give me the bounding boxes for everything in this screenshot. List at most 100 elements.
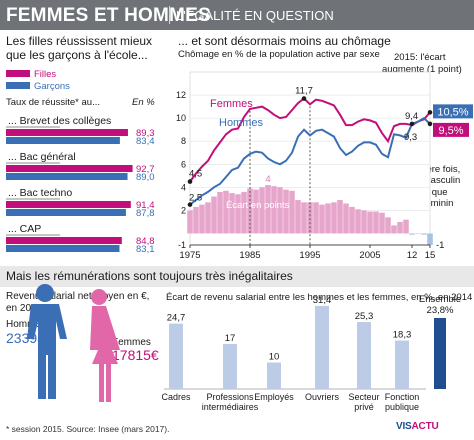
- gap-bar: [409, 233, 415, 235]
- x-tick-label: 1985: [239, 250, 260, 261]
- school-value-filles: 92,7: [136, 164, 155, 175]
- reference-label: Ensemble: [419, 294, 461, 305]
- gap-category-label: Secteur: [348, 392, 379, 402]
- woman-silhouette-icon: [90, 289, 120, 402]
- unemployment-chart: -1 2 4 6 8 10 12 1975 1985 1995 2005 12 15 4,5 2,5 11,7…: [176, 71, 473, 261]
- school-value-garcons: 87,8: [136, 208, 155, 219]
- school-bar-garcons: [6, 173, 128, 180]
- chomage-title: ... et sont désormais moins au chômage: [178, 34, 391, 48]
- school-value-garcons: 83,1: [136, 244, 155, 255]
- title-divider: [169, 6, 170, 24]
- left-title-line1: Les filles réussissent mieux: [6, 34, 153, 48]
- school-bar-filles: [6, 201, 131, 208]
- reference-bar: [434, 318, 446, 389]
- gap-bar: [229, 193, 235, 234]
- gap-bar: [373, 211, 379, 234]
- y-tick-label: 12: [176, 90, 186, 100]
- logo-part-b: ACTU: [411, 421, 439, 432]
- school-value-filles: 89,3: [136, 128, 155, 139]
- gap-value-label: 24,7: [167, 313, 186, 324]
- gap-bar: [271, 186, 277, 234]
- school-value-garcons: 83,4: [136, 136, 155, 147]
- series-start-point: [187, 179, 193, 184]
- gap-bar: [253, 189, 259, 234]
- annotation-label: 4: [265, 174, 270, 185]
- gap-bar: [415, 233, 421, 234]
- school-legend: Filles Garçons: [6, 69, 70, 92]
- school-category-label: ... Bac général: [8, 151, 76, 163]
- chomage-subtitle: Chômage en % de la population active par…: [178, 49, 380, 60]
- y-tick-label: 10: [176, 113, 186, 123]
- series-label-hommes: Hommes: [219, 117, 264, 129]
- annotation-label: 9,5%: [438, 125, 463, 137]
- gap-bar: [301, 202, 307, 234]
- left-title-line2: que les garçons à l'école...: [6, 48, 148, 62]
- page-title: FEMMES ET HOMMES: [6, 5, 211, 26]
- gap-value-label: 25,3: [355, 311, 374, 322]
- school-bars: ... Brevet des collèges 89,383,4 ... Bac g…: [6, 115, 155, 255]
- gap-category-label: Fonction: [385, 392, 420, 402]
- logo-part-a: VIS: [396, 421, 412, 432]
- gap-bar: [235, 194, 241, 234]
- school-bar-filles: [6, 165, 133, 172]
- annotation-label: 11,7: [295, 86, 313, 97]
- gap-bar: [307, 202, 313, 234]
- gap-value-label: 10: [269, 352, 280, 363]
- y-tick-label: 6: [181, 159, 186, 169]
- rate-label: Taux de réussite* au...: [6, 97, 100, 108]
- section2-title: Mais les rémunérations sont toujours trè…: [6, 269, 293, 283]
- end-callout-hommes: [433, 122, 469, 137]
- gap-bar: [361, 210, 367, 234]
- gap-bar: [169, 323, 183, 389]
- rate-unit: En %: [132, 97, 155, 108]
- gap-bar: [397, 221, 403, 234]
- annotation-label: 10,5%: [437, 106, 468, 118]
- gap-category-label: Professions: [206, 392, 254, 402]
- gap-bar: [331, 202, 337, 234]
- gap-bar: [367, 211, 373, 234]
- gap-value-label: 17: [225, 333, 236, 344]
- school-category-label: ... Brevet des collèges: [8, 115, 111, 127]
- y-tick-label: 4: [181, 182, 186, 192]
- series-label-femmes: Femmes: [210, 98, 253, 110]
- women-label: Femmes: [112, 337, 151, 348]
- gap-category-label: Cadres: [161, 392, 191, 402]
- gap-bar: [295, 200, 301, 234]
- series-line-hommes: [189, 116, 431, 206]
- gap-bar: [289, 190, 295, 234]
- gap-category-label: publique: [385, 402, 419, 412]
- gap-category-label: Employés: [254, 392, 294, 402]
- note-2015-line2: augmente (1 point): [382, 64, 462, 75]
- gap-category-label: privé: [354, 402, 374, 412]
- gap-bar: [325, 203, 331, 234]
- gap-bar: [379, 212, 385, 234]
- school-bar-garcons: [6, 245, 120, 252]
- gap-bar: [205, 202, 211, 234]
- school-bar-filles: [6, 129, 128, 136]
- gap-bar: [241, 191, 247, 234]
- women-value: 17815€: [112, 347, 159, 363]
- gap-chart-title: Écart de revenu salarial entre les homme…: [166, 292, 472, 303]
- x-tick-label: 1995: [299, 250, 320, 261]
- peak-point: [301, 96, 307, 101]
- school-category-label: ... Bac techno: [8, 187, 72, 199]
- school-bar-garcons: [6, 209, 126, 216]
- salary-title-line1: Revenu salarial net moyen en €,: [6, 291, 150, 302]
- gap-bar: [283, 189, 289, 234]
- legend-label-filles: Filles: [34, 69, 56, 80]
- x-tick-label: 2005: [359, 250, 380, 261]
- end-callout-femmes: [433, 104, 473, 119]
- gap-bar: [403, 219, 409, 234]
- gap-bar: [343, 203, 349, 234]
- annotation-label: 4,5: [189, 169, 202, 180]
- visactu-logo: VISACTU: [396, 421, 439, 432]
- gap-bar: [355, 209, 361, 234]
- school-value-filles: 91,4: [136, 200, 155, 211]
- school-category-label: ... CAP: [8, 223, 41, 235]
- school-value-garcons: 89,0: [136, 172, 155, 183]
- annotation-label: 9,4: [405, 111, 418, 122]
- annotation-label: 9,3: [404, 132, 417, 143]
- series-line-femmes: [189, 97, 431, 183]
- legend-swatch-garcons: [6, 82, 30, 89]
- gap-bar: [217, 191, 223, 234]
